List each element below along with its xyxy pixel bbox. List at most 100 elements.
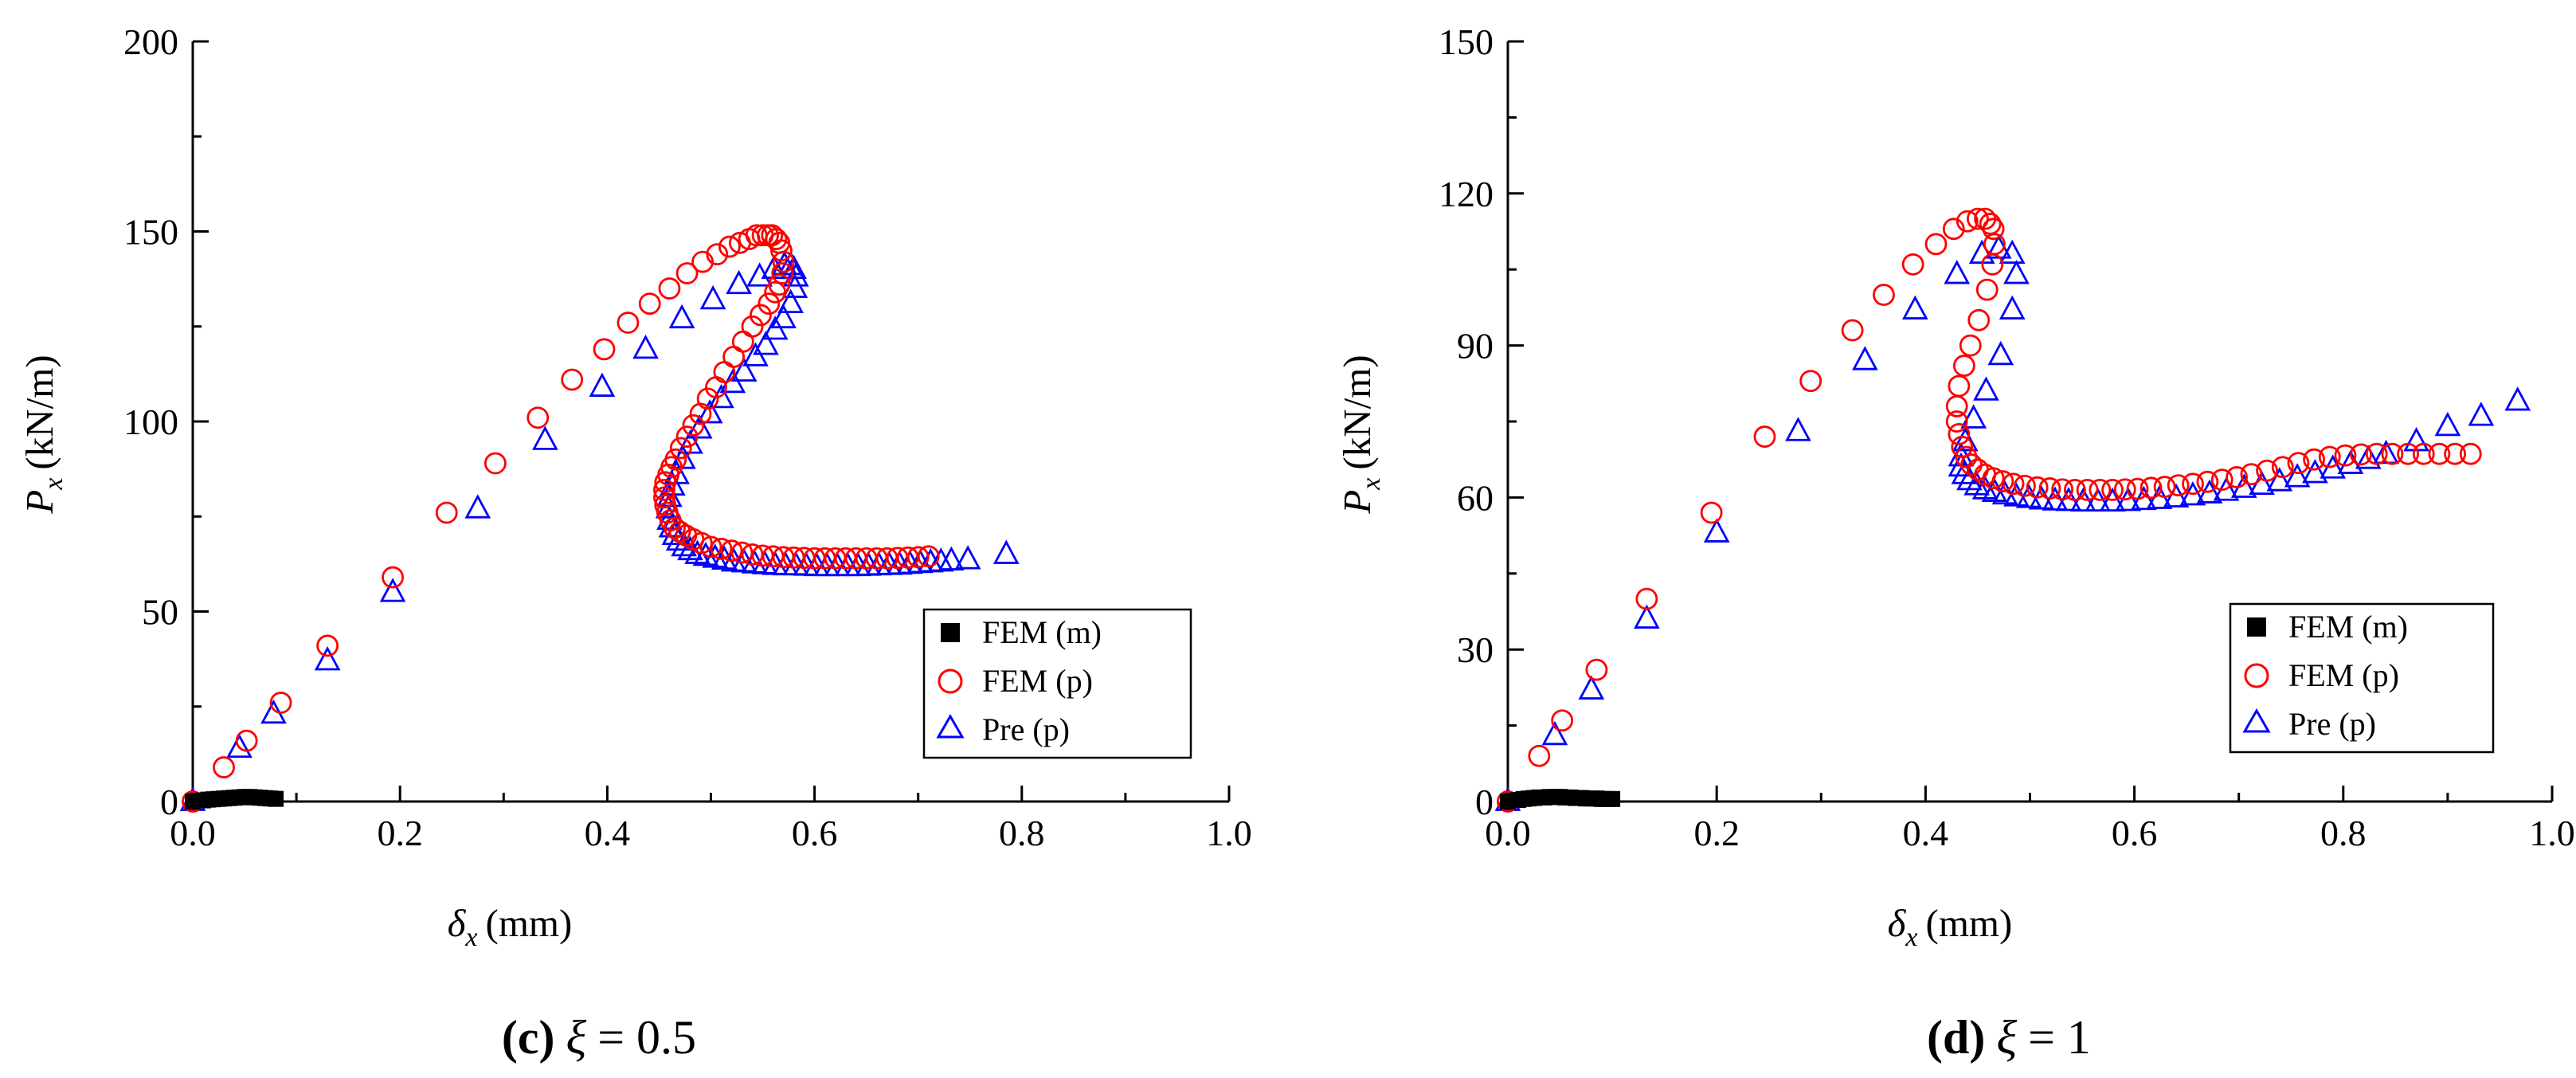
data-point-fem-p-c xyxy=(682,414,705,437)
data-point-fem-p-d xyxy=(1700,501,1723,524)
y-tick-label-c: 150 xyxy=(123,212,178,253)
data-point-pre-p-c xyxy=(761,316,789,340)
data-point-fem-p-c xyxy=(675,425,699,448)
data-point-pre-p-c xyxy=(668,304,695,329)
data-point-fem-p-c xyxy=(658,277,681,300)
data-point-fem-p-d xyxy=(2038,477,2061,500)
data-point-pre-p-c xyxy=(531,425,558,450)
data-point-fem-p-c xyxy=(653,478,675,501)
data-point-fem-p-d xyxy=(2240,463,2263,486)
legend-marker-fem-m-d xyxy=(2247,617,2266,637)
legend-marker-pre-p-c xyxy=(936,713,965,739)
data-point-fem-p-d xyxy=(1982,218,2005,241)
x-axis-label-c: δx (mm) xyxy=(448,901,573,952)
data-point-fem-p-c xyxy=(654,471,677,494)
y-tick-label-d: 30 xyxy=(1457,629,1494,670)
data-point-fem-p-c xyxy=(382,566,404,589)
legend-marker-fem-m-c xyxy=(941,623,960,642)
data-point-fem-p-d xyxy=(2226,466,2248,488)
data-point-fem-p-c xyxy=(653,486,675,509)
caption-c: (c) ξ = 0.5 xyxy=(502,1011,696,1064)
data-point-pre-p-c xyxy=(686,414,713,439)
data-point-pre-p-d xyxy=(2179,481,2206,506)
data-point-pre-p-c xyxy=(992,539,1020,564)
data-point-fem-p-c xyxy=(730,541,754,564)
data-point-fem-p-d xyxy=(2014,474,2036,497)
data-point-fem-p-d xyxy=(1981,253,2004,276)
x-tick-label-d: 0.2 xyxy=(1693,813,1740,853)
data-point-pre-p-d xyxy=(2504,386,2531,411)
data-point-pre-p-c xyxy=(379,578,406,602)
data-point-fem-p-d xyxy=(1948,423,1971,445)
data-point-fem-p-d xyxy=(2287,452,2310,475)
data-point-pre-p-d xyxy=(2302,459,2328,484)
data-point-fem-p-c xyxy=(772,250,795,273)
data-point-pre-p-c xyxy=(696,399,723,424)
data-point-fem-p-c xyxy=(770,239,793,262)
data-point-fem-p-c xyxy=(675,262,699,284)
data-point-pre-p-d xyxy=(1960,404,1987,429)
data-point-pre-p-d xyxy=(1578,675,1605,700)
data-point-fem-p-c xyxy=(689,402,712,425)
data-point-fem-p-d xyxy=(1979,213,2002,235)
legend-label-fem-p-c: FEM (p) xyxy=(982,663,1093,699)
data-point-pre-p-c xyxy=(226,733,253,759)
data-point-fem-p-d xyxy=(1959,334,1982,357)
y-tick-label-c: 50 xyxy=(142,592,178,633)
data-point-fem-p-c xyxy=(638,292,661,316)
legend-label-fem-p-d: FEM (p) xyxy=(2288,657,2399,693)
data-point-fem-p-c xyxy=(718,235,741,258)
legend-box-d xyxy=(2229,602,2495,754)
data-point-pre-p-c xyxy=(730,357,758,382)
data-point-fem-p-c xyxy=(668,520,691,543)
data-point-fem-p-d xyxy=(1799,370,1822,393)
data-point-fem-p-c xyxy=(593,338,616,361)
y-axis-label-d: Px(kN/m) xyxy=(1335,355,1386,514)
data-point-fem-p-c xyxy=(664,516,686,539)
series-fem-m-d xyxy=(1500,789,1621,809)
series-fem-p-d xyxy=(1497,207,2482,813)
data-point-fem-p-d xyxy=(1551,709,1574,732)
data-point-pre-p-d xyxy=(1999,295,2026,319)
data-point-pre-p-c xyxy=(938,546,965,570)
data-point-pre-p-c xyxy=(699,284,726,310)
data-point-fem-p-d xyxy=(2076,478,2099,501)
y-tick-label-c: 100 xyxy=(123,402,178,442)
data-point-pre-p-d xyxy=(1785,417,1811,441)
data-point-pre-p-d xyxy=(1541,720,1568,746)
data-point-pre-p-d xyxy=(2284,463,2311,488)
data-point-fem-p-d xyxy=(2153,476,2176,498)
data-point-pre-p-d xyxy=(1944,260,1971,284)
data-point-fem-p-d xyxy=(1955,210,1979,233)
data-point-pre-p-c xyxy=(464,494,491,519)
data-point-fem-p-c xyxy=(706,243,729,266)
data-point-fem-p-d xyxy=(1945,395,1968,417)
data-point-fem-p-d xyxy=(1635,587,1658,610)
data-point-pre-p-d xyxy=(1973,376,1999,401)
data-point-fem-p-c xyxy=(316,634,339,657)
data-point-fem-p-d xyxy=(2318,445,2341,468)
legend-marker-fem-p-c xyxy=(938,668,963,694)
x-tick-label-c: 0.8 xyxy=(999,813,1045,853)
data-point-fem-p-d xyxy=(1585,658,1608,681)
plot-area-c: 0.0 0.2 0.4 0.6 0.8 1.0 0 50 100 150 200 xyxy=(123,22,1252,853)
data-point-fem-p-d xyxy=(2303,448,2325,471)
data-point-pre-p-c xyxy=(954,545,981,570)
data-point-fem-p-d xyxy=(2412,442,2435,465)
y-tick-label-c: 0 xyxy=(160,782,178,822)
legend-marker-fem-p-d xyxy=(2244,663,2269,688)
data-point-fem-p-c xyxy=(561,368,584,391)
data-point-fem-p-d xyxy=(2397,442,2419,465)
data-point-fem-p-c xyxy=(483,452,507,475)
data-point-fem-p-c xyxy=(235,729,258,752)
data-point-pre-p-d xyxy=(2266,467,2293,492)
x-axis-label-d: δx (mm) xyxy=(1888,901,2013,952)
data-point-fem-p-c xyxy=(435,501,458,524)
data-point-fem-p-d xyxy=(1951,435,1974,458)
data-point-pre-p-c xyxy=(632,334,659,359)
data-point-fem-p-d xyxy=(1942,218,1965,241)
data-point-pre-p-d xyxy=(2003,260,2030,284)
data-point-pre-p-c xyxy=(314,646,341,671)
legend-label-fem-m-d: FEM (m) xyxy=(2288,609,2408,645)
